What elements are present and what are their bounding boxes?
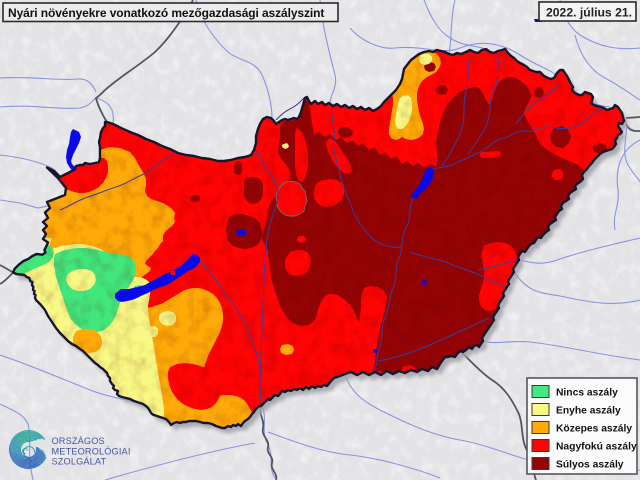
svg-text:SZOLGÁLAT: SZOLGÁLAT [52,457,107,467]
svg-text:Enyhe aszály: Enyhe aszály [556,406,621,417]
svg-text:ORSZÁGOS: ORSZÁGOS [52,436,105,446]
svg-text:Nagyfokú aszály: Nagyfokú aszály [556,442,637,453]
svg-text:Nyári növényekre vonatkozó mez: Nyári növényekre vonatkozó mezőgazdasági… [8,6,324,20]
svg-text:Súlyos aszály: Súlyos aszály [556,460,624,471]
svg-text:Közepes aszály: Közepes aszály [556,424,632,435]
svg-text:METEOROLÓGIAI: METEOROLÓGIAI [52,446,131,456]
svg-text:Nincs aszály: Nincs aszály [556,388,618,399]
svg-text:2022. július 21.: 2022. július 21. [546,6,632,20]
